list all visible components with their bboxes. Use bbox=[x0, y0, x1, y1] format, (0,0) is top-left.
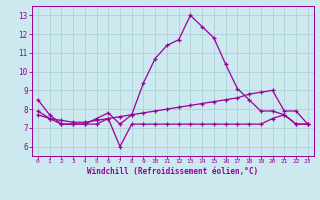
X-axis label: Windchill (Refroidissement éolien,°C): Windchill (Refroidissement éolien,°C) bbox=[87, 167, 258, 176]
